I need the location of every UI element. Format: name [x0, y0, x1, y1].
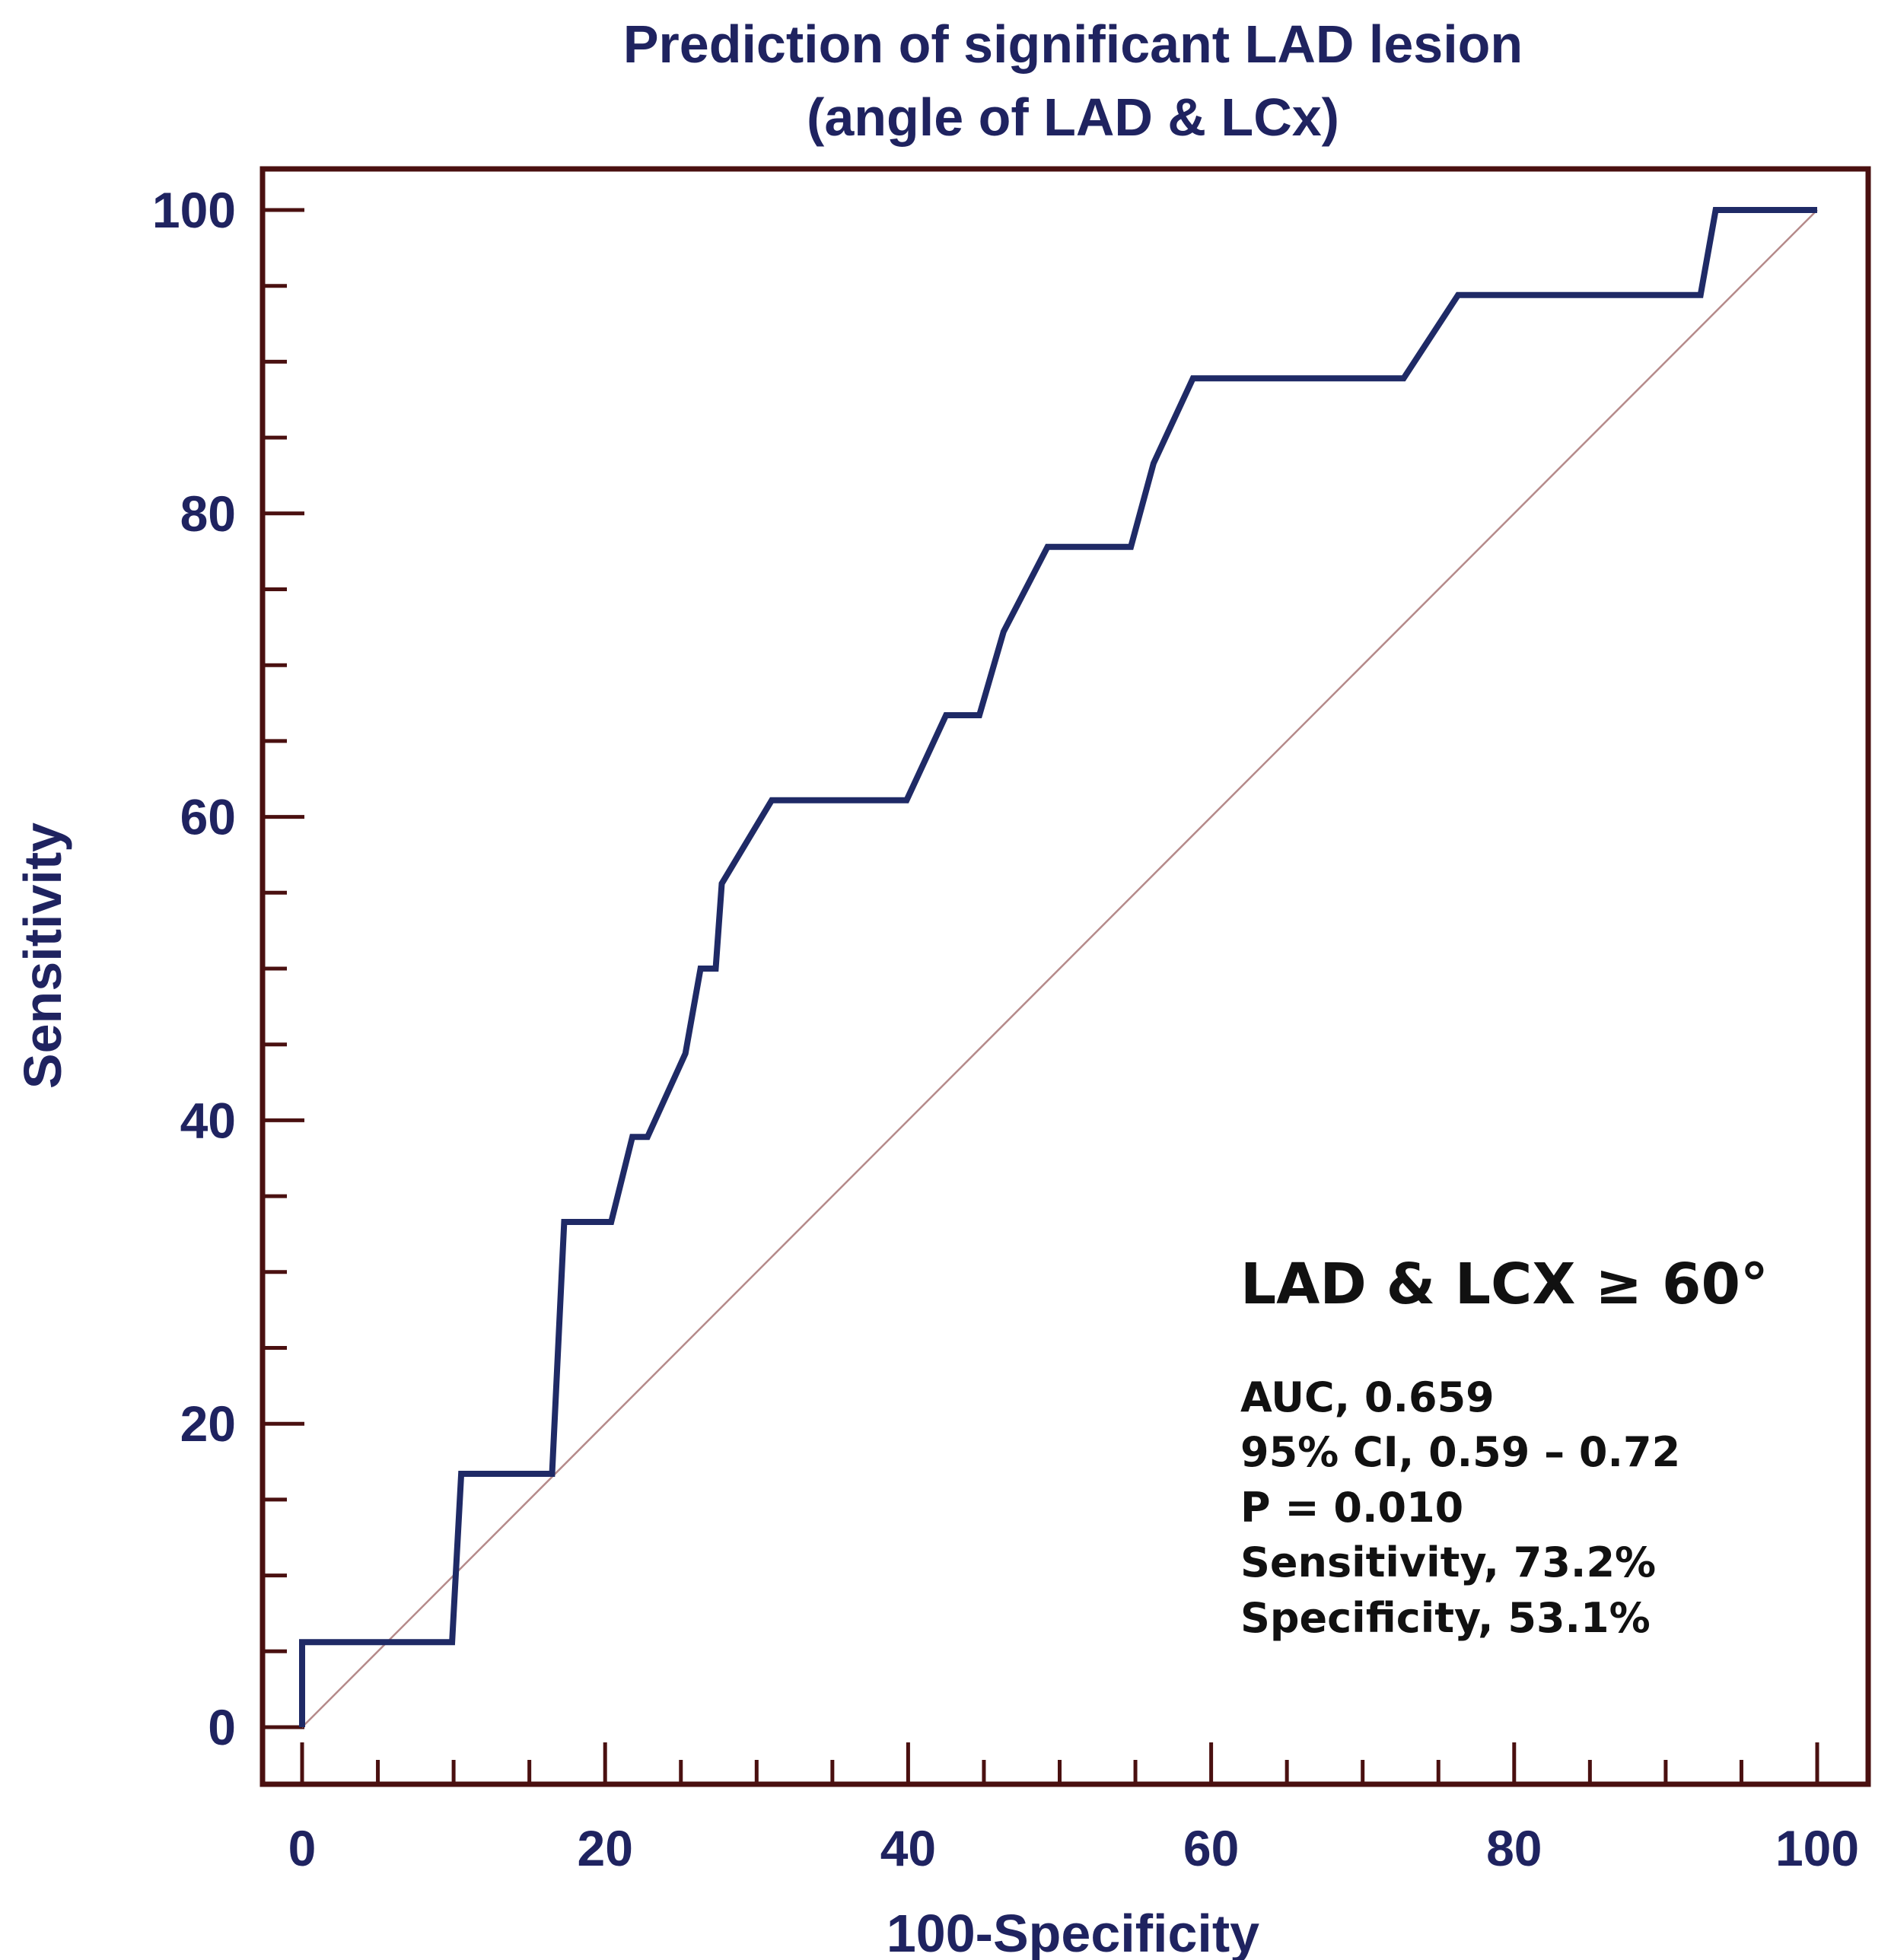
- y-tick-label: 40: [180, 1092, 236, 1148]
- y-tick-label: 80: [180, 485, 236, 542]
- y-tick-label: 60: [180, 789, 236, 845]
- y-tick-label: 0: [208, 1699, 236, 1755]
- annotation-ci: 95% CI, 0.59 – 0.72: [1240, 1428, 1680, 1476]
- annotation-p-value: P = 0.010: [1240, 1484, 1463, 1532]
- annotation-auc: AUC, 0.659: [1240, 1373, 1495, 1421]
- x-tick-label: 20: [577, 1820, 632, 1876]
- annotation-sensitivity: Sensitivity, 73.2%: [1240, 1538, 1656, 1586]
- y-tick-label: 20: [180, 1395, 236, 1452]
- annotation-heading: LAD & LCX ≥ 60°: [1240, 1252, 1768, 1317]
- reference-diagonal-line: [301, 209, 1818, 1728]
- x-axis-ticks: [300, 1742, 1819, 1784]
- y-tick-label: 100: [152, 182, 236, 238]
- roc-curve-line: [299, 207, 1817, 1727]
- annotation-specificity: Specificity, 53.1%: [1240, 1594, 1651, 1642]
- x-tick-label: 100: [1775, 1820, 1859, 1876]
- x-tick-label: 0: [288, 1820, 317, 1876]
- chart-subtitle: (angle of LAD & LCx): [807, 88, 1339, 147]
- chart-title: Prediction of significant LAD lesion: [623, 14, 1523, 74]
- x-tick-label: 40: [880, 1820, 936, 1876]
- y-axis-ticks: [263, 208, 304, 1729]
- annotation-box: LAD & LCX ≥ 60° AUC, 0.659 95% CI, 0.59 …: [1240, 1252, 1768, 1642]
- x-axis-label: 100-Specificity: [887, 1904, 1259, 1960]
- x-tick-label: 80: [1486, 1820, 1542, 1876]
- y-axis-tick-labels: 0 20 40 60 80 100: [152, 182, 236, 1755]
- x-tick-label: 60: [1183, 1820, 1239, 1876]
- y-axis-label: Sensitivity: [13, 822, 72, 1089]
- plot-frame: [259, 166, 1871, 1787]
- x-axis-tick-labels: 0 20 40 60 80 100: [288, 1820, 1859, 1876]
